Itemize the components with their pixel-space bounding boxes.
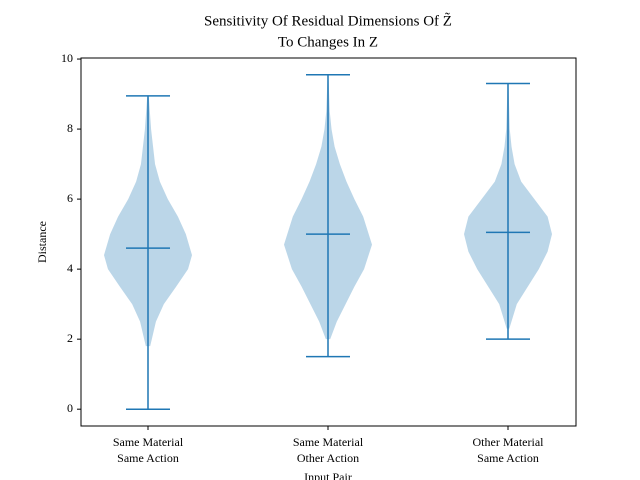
y-tick-label: 0	[67, 401, 73, 415]
x-axis-label: Input Pair	[304, 470, 352, 480]
y-tick-label: 10	[61, 51, 73, 65]
chart-title: Sensitivity Of Residual Dimensions Of Z̃	[204, 12, 452, 29]
x-tick-label: Same Action	[117, 451, 179, 465]
x-tick-label: Other Action	[297, 451, 359, 465]
chart-title: To Changes In Z	[278, 34, 378, 50]
x-tick-label: Same Action	[477, 451, 539, 465]
y-axis-label: Distance	[35, 221, 49, 263]
x-tick-label: Same Material	[113, 435, 184, 449]
y-tick-label: 4	[67, 261, 73, 275]
y-tick-label: 8	[67, 121, 73, 135]
x-tick-label: Same Material	[293, 435, 364, 449]
x-tick-label: Other Material	[473, 435, 545, 449]
y-tick-label: 6	[67, 191, 73, 205]
y-tick-label: 2	[67, 331, 73, 345]
